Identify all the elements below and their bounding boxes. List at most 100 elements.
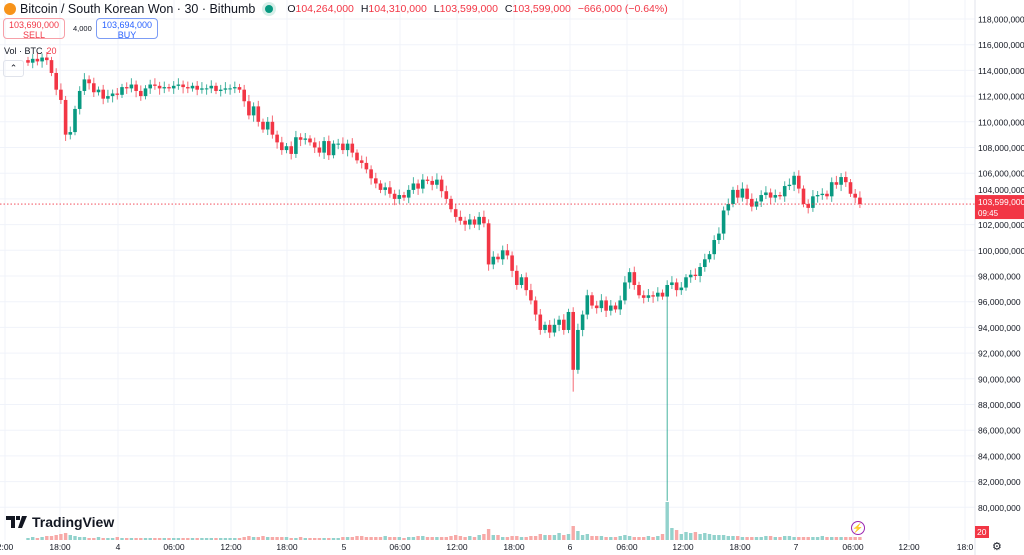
candle-body (139, 90, 143, 97)
candle-body (670, 282, 674, 285)
volume-bar (289, 538, 293, 540)
volume-bar (538, 534, 542, 540)
candle-body (284, 146, 289, 151)
volume-legend[interactable]: Vol · BTC 20 (4, 46, 57, 57)
volume-bar (49, 536, 54, 540)
volume-bar (40, 537, 44, 540)
volume-bar (496, 535, 500, 540)
volume-bar (92, 538, 96, 540)
lightning-icon[interactable]: ⚡ (851, 521, 865, 535)
candle-body (858, 197, 862, 205)
volume-bar (190, 538, 195, 540)
buy-button[interactable]: 103,694,000 BUY (96, 18, 158, 40)
volume-bar (848, 537, 853, 540)
volume-bar (31, 537, 35, 540)
volume-bar (764, 536, 768, 540)
volume-bar (110, 538, 115, 540)
volume-bar (642, 537, 646, 540)
volume-bar (693, 532, 698, 540)
volume-bar (322, 538, 326, 540)
volume-bar (308, 538, 312, 540)
price-axis-label: 94,000,000 (978, 323, 1021, 333)
volume-bar (454, 535, 458, 540)
volume-bar (204, 538, 209, 540)
sell-price: 103,690,000 (8, 20, 60, 30)
volume-bar (416, 536, 420, 540)
volume-bar (839, 537, 843, 540)
volume-bar (214, 538, 218, 540)
volume-bar (425, 537, 430, 540)
time-axis-label: 12:00 (446, 542, 468, 552)
candle-body (674, 282, 679, 291)
candle-body (87, 79, 91, 84)
volume-bar (129, 538, 134, 540)
candle-body (218, 89, 223, 91)
candle-body (712, 240, 716, 255)
candle-body (500, 250, 505, 260)
volume-bar (858, 537, 862, 540)
volume-bar (360, 536, 364, 540)
candle-body (341, 143, 345, 151)
bitcoin-logo-icon (4, 3, 16, 15)
candle-body (693, 274, 698, 276)
price-axis-label: 110,000,000 (978, 117, 1024, 127)
volume-bar (731, 536, 735, 540)
chevron-up-icon[interactable]: ⌃ (3, 60, 24, 77)
candle-body (853, 193, 857, 198)
volume-bar (571, 526, 575, 540)
volume-bar (651, 537, 655, 540)
volume-bar (627, 536, 632, 540)
sell-button[interactable]: 103,690,000 SELL (3, 18, 65, 40)
candle-body (261, 121, 265, 130)
candle-body (613, 305, 618, 310)
candle-body (73, 108, 77, 133)
volume-bar (397, 537, 401, 540)
candle-body (204, 88, 209, 90)
time-axis-label: 18:00 (276, 542, 298, 552)
candle-body (256, 106, 261, 122)
candle-body (425, 179, 430, 181)
volume-bar (392, 537, 397, 540)
price-axis-label: 106,000,000 (978, 169, 1024, 179)
volume-bar (313, 538, 317, 540)
volume-bar (604, 537, 608, 540)
volume-bar (726, 536, 730, 540)
candle-body (641, 295, 646, 298)
candle-body (764, 192, 768, 196)
candle-body (609, 305, 613, 311)
volume-bar (209, 538, 213, 540)
candle-body (496, 256, 500, 260)
volume-bar (378, 537, 383, 540)
volume-bar (106, 538, 110, 540)
candle-body (129, 84, 134, 89)
candle-body (82, 79, 87, 91)
candle-body (740, 188, 745, 198)
candle-body (759, 195, 763, 202)
candle-body (195, 85, 199, 90)
candle-body (684, 277, 688, 288)
volume-bar (557, 533, 561, 540)
volume-bar (294, 538, 298, 540)
volume-bar (162, 538, 166, 540)
candle-body (303, 138, 308, 140)
volume-bar (298, 537, 303, 540)
volume-bar (623, 535, 627, 540)
settings-gear-icon[interactable]: ⚙ (992, 541, 1002, 553)
candle-body (806, 204, 810, 208)
volume-bar (407, 537, 411, 540)
time-axis-label: 4 (116, 542, 121, 552)
candle-body (402, 195, 406, 198)
volume-bar (237, 538, 242, 540)
tradingview-logo[interactable]: TradingView (6, 514, 114, 530)
buy-price: 103,694,000 (101, 20, 153, 30)
volume-bar (120, 538, 124, 540)
candle-body (547, 324, 552, 333)
candle-body (167, 87, 171, 89)
candle-body (148, 84, 152, 89)
volume-bar (148, 538, 152, 540)
candle-body (350, 143, 355, 153)
candle-body (233, 87, 237, 89)
symbol-title[interactable]: Bitcoin / South Korean Won · 30 · Bithum… (20, 2, 256, 16)
volume-bar (689, 533, 693, 540)
